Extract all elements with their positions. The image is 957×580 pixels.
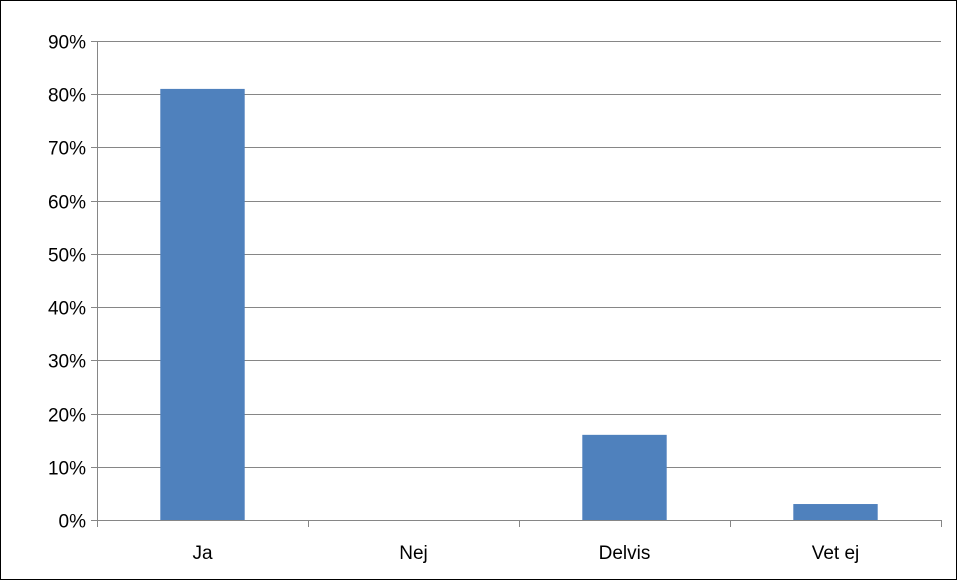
y-tick-label: 10% [48,459,86,480]
y-tick-label: 20% [48,406,86,427]
x-tick-label: Ja [192,543,213,564]
x-tick-label: Delvis [599,543,651,564]
y-tick-label: 0% [59,512,87,533]
y-tick-label: 70% [48,139,86,160]
axes [91,41,942,527]
x-axis-tick-labels: Ja Nej Delvis Vet ej [192,543,859,564]
y-tick-label: 50% [48,246,86,267]
bar-vet-ej [793,504,878,520]
y-tick-label: 90% [48,33,86,54]
bar-ja [160,88,245,521]
y-tick-label: 80% [48,86,86,107]
bars [160,88,878,521]
x-tick-label: Nej [399,543,428,564]
y-tick-label: 40% [48,299,86,320]
y-axis-tick-labels: 0% 10% 20% 30% 40% 50% 60% 70% 80% 90% [48,33,86,533]
y-tick-label: 60% [48,193,86,214]
y-tick-label: 30% [48,352,86,373]
bar-delvis [582,434,667,520]
x-tick-label: Vet ej [812,543,860,564]
